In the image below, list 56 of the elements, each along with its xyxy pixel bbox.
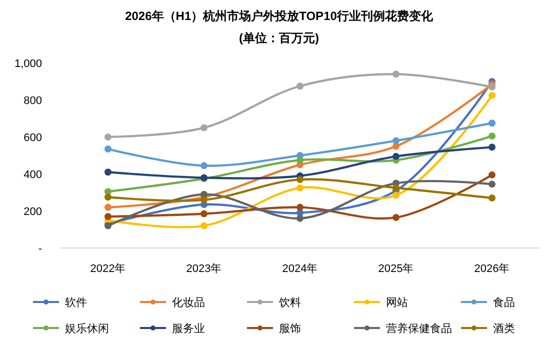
point (104, 194, 112, 201)
point (200, 210, 208, 218)
point (488, 171, 496, 178)
point (296, 184, 304, 192)
point (296, 82, 304, 90)
y-tick-label: - (38, 243, 42, 255)
point (104, 204, 112, 211)
chart-subtitle: (单位：百万元) (239, 31, 319, 45)
point (200, 222, 208, 230)
y-tick-label: 1,000 (14, 58, 42, 70)
x-tick-label: 2022年 (90, 263, 126, 275)
point (488, 144, 496, 151)
x-tick-label: 2025年 (378, 263, 414, 275)
point (104, 213, 112, 220)
x-tick-label: 2026年 (474, 263, 510, 275)
legend-label: 营养保健食品 (386, 322, 452, 335)
point (392, 142, 400, 150)
y-tick-label: 600 (24, 132, 42, 144)
point (200, 124, 208, 132)
legend-label: 化妆品 (172, 297, 205, 309)
legend-label: 服务业 (172, 322, 205, 335)
point (488, 92, 496, 99)
x-tick-label: 2024年 (282, 263, 318, 275)
point (392, 214, 400, 221)
point (392, 137, 400, 144)
chart-title: 2026年（H1）杭州市场户外投放TOP10行业刊例花费变化 (125, 9, 434, 23)
legend-label: 饮料 (278, 296, 301, 309)
point (104, 168, 112, 176)
point (200, 196, 208, 204)
point (392, 152, 400, 160)
point (104, 134, 112, 140)
legend-label: 服饰 (279, 323, 301, 335)
legend-label: 软件 (65, 297, 87, 309)
legend-label: 酒类 (493, 322, 515, 335)
point (296, 156, 304, 164)
point (488, 132, 496, 140)
y-tick-label: 200 (24, 206, 42, 218)
point (488, 120, 496, 127)
legend-label: 网站 (386, 296, 408, 309)
point (392, 192, 400, 199)
point (392, 70, 400, 78)
point (200, 162, 208, 170)
point (104, 146, 112, 153)
point (104, 188, 112, 196)
legend-label: 食品 (493, 297, 515, 309)
legend-label: 娱乐休闲 (65, 322, 109, 335)
x-tick-label: 2023年 (186, 263, 222, 275)
point (488, 84, 496, 91)
point (392, 184, 400, 192)
point (488, 194, 496, 202)
point (296, 176, 304, 184)
y-tick-label: 400 (24, 169, 42, 181)
y-tick-label: 800 (24, 95, 42, 107)
point (296, 204, 304, 211)
point (488, 180, 496, 188)
point (296, 214, 304, 222)
